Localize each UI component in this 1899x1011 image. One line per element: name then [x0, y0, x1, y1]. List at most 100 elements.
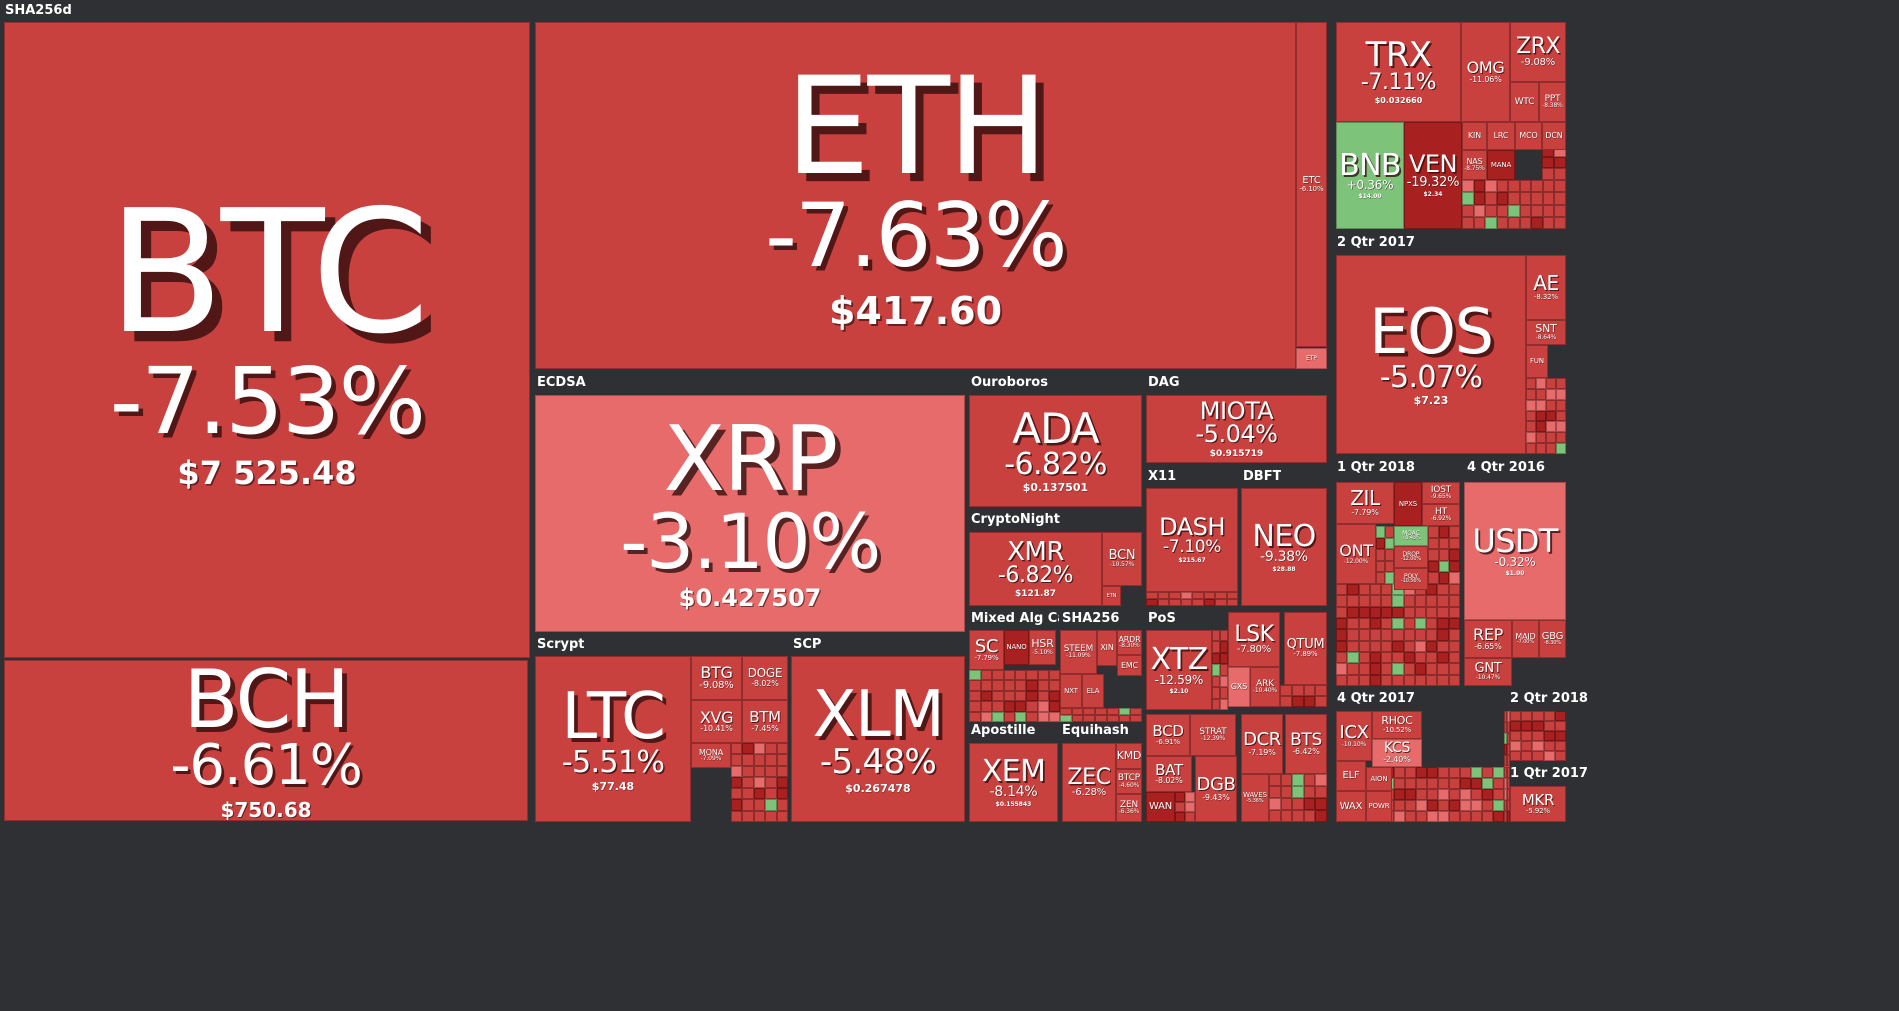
small-coin-tile[interactable] [1226, 592, 1238, 599]
small-coin-tile[interactable] [1543, 711, 1555, 721]
small-coin-tile[interactable] [1542, 156, 1554, 169]
small-coin-tile[interactable] [1496, 204, 1509, 217]
small-coin-tile[interactable] [1536, 399, 1546, 411]
small-coin-tile[interactable] [1485, 192, 1497, 205]
small-coin-tile[interactable] [1449, 560, 1460, 573]
small-coin-tile[interactable] [1437, 629, 1449, 641]
small-coin-tile[interactable] [1026, 680, 1038, 691]
small-coin-tile[interactable] [1280, 774, 1293, 786]
small-coin-tile[interactable] [1414, 606, 1427, 618]
small-coin-tile[interactable] [765, 743, 777, 755]
small-coin-tile[interactable] [1180, 599, 1192, 606]
small-coin-tile[interactable] [1392, 629, 1404, 641]
small-coin-tile[interactable] [1507, 766, 1510, 778]
coin-tile-eth[interactable]: ETH -7.63% $417.60 [535, 22, 1296, 369]
small-coin-tile[interactable] [1358, 595, 1370, 607]
small-coin-tile[interactable] [1426, 595, 1438, 607]
small-coin-tile[interactable] [1556, 399, 1566, 411]
small-coin-tile[interactable] [1315, 810, 1327, 822]
small-coin-tile[interactable] [1554, 180, 1566, 193]
small-coin-tile[interactable] [742, 776, 754, 789]
small-coin-tile[interactable] [1015, 690, 1027, 702]
small-coin-tile[interactable] [765, 788, 777, 800]
small-coin-tile[interactable] [1403, 663, 1415, 675]
small-coin-tile[interactable] [1269, 786, 1281, 798]
small-coin-tile[interactable] [1369, 652, 1382, 664]
coin-tile-bat[interactable]: BAT -8.02% [1146, 756, 1192, 792]
coin-tile-waves[interactable]: WAVES -5.36% [1241, 774, 1269, 822]
coin-tile-zec[interactable]: ZEC -6.28% [1062, 743, 1116, 822]
small-coin-tile[interactable] [1543, 741, 1555, 751]
coin-tile-elf[interactable]: ELF [1336, 761, 1366, 791]
coin-tile-gxs[interactable]: GXS [1228, 667, 1250, 707]
coin-tile-rhoc[interactable]: RHOC -10.52% [1372, 711, 1422, 739]
coin-tile-poly[interactable]: POLY -10.56% [1394, 568, 1428, 590]
small-coin-tile[interactable] [1358, 629, 1370, 641]
small-coin-tile[interactable] [1536, 378, 1546, 389]
small-coin-tile[interactable] [1392, 618, 1404, 630]
coin-tile-dgb[interactable]: DGB -9.43% [1195, 756, 1237, 822]
small-coin-tile[interactable] [1303, 696, 1316, 707]
coin-tile-qtum[interactable]: QTUM -7.89% [1284, 612, 1327, 685]
small-coin-tile[interactable] [1460, 789, 1471, 800]
small-coin-tile[interactable] [1369, 674, 1382, 686]
small-coin-tile[interactable] [753, 799, 766, 811]
small-coin-tile[interactable] [1414, 595, 1427, 607]
small-coin-tile[interactable] [1416, 811, 1427, 822]
small-coin-tile[interactable] [1381, 606, 1393, 618]
small-coin-tile[interactable] [1532, 731, 1544, 741]
small-coin-tile[interactable] [1510, 741, 1522, 751]
small-coin-tile[interactable] [1554, 711, 1566, 721]
small-coin-tile[interactable] [1315, 774, 1327, 786]
small-coin-tile[interactable] [731, 776, 743, 789]
small-coin-tile[interactable] [1392, 663, 1404, 675]
small-coin-tile[interactable] [1426, 606, 1438, 618]
small-coin-tile[interactable] [1448, 629, 1460, 641]
small-coin-tile[interactable] [1376, 537, 1385, 550]
small-coin-tile[interactable] [980, 680, 993, 691]
small-coin-tile[interactable] [980, 690, 993, 702]
small-coin-tile[interactable] [1095, 715, 1107, 722]
small-coin-tile[interactable] [992, 680, 1004, 691]
small-coin-tile[interactable] [1526, 410, 1536, 422]
small-coin-tile[interactable] [753, 754, 766, 766]
small-coin-tile[interactable] [1004, 701, 1016, 712]
small-coin-tile[interactable] [1428, 549, 1439, 561]
coin-tile-aion[interactable]: AION [1366, 767, 1392, 791]
small-coin-tile[interactable] [731, 754, 743, 766]
coin-tile-ark[interactable]: ARK -10.40% [1250, 667, 1280, 707]
small-coin-tile[interactable] [1280, 786, 1293, 798]
small-coin-tile[interactable] [1504, 799, 1507, 811]
coin-tile-usdt[interactable]: USDT -0.32% $1.00 [1464, 482, 1566, 620]
coin-tile-mco[interactable]: MCO [1515, 122, 1542, 150]
small-coin-tile[interactable] [1037, 680, 1049, 691]
coin-tile-ven[interactable]: VEN -19.32% $2.34 [1404, 122, 1462, 229]
coin-tile-maid[interactable]: MAID -7.00% [1512, 620, 1539, 658]
small-coin-tile[interactable] [1358, 584, 1370, 596]
small-coin-tile[interactable] [1556, 410, 1566, 422]
small-coin-tile[interactable] [969, 701, 981, 712]
coin-tile-nano[interactable]: NANO [1004, 630, 1029, 665]
small-coin-tile[interactable] [1071, 715, 1084, 722]
small-coin-tile[interactable] [1449, 767, 1460, 778]
small-coin-tile[interactable] [1519, 204, 1532, 217]
small-coin-tile[interactable] [1220, 664, 1228, 676]
small-coin-tile[interactable] [1405, 789, 1416, 800]
small-coin-tile[interactable] [1449, 537, 1460, 550]
coin-tile-zen[interactable]: ZEN -6.36% [1116, 794, 1142, 822]
small-coin-tile[interactable] [1048, 690, 1060, 702]
small-coin-tile[interactable] [1381, 584, 1393, 596]
small-coin-tile[interactable] [1336, 640, 1348, 652]
small-coin-tile[interactable] [1381, 629, 1393, 641]
small-coin-tile[interactable] [1185, 792, 1195, 802]
small-coin-tile[interactable] [1212, 698, 1220, 710]
small-coin-tile[interactable] [1507, 777, 1510, 789]
coin-tile-wan[interactable]: WAN [1146, 792, 1175, 822]
coin-tile-lrc[interactable]: LRC [1487, 122, 1515, 150]
small-coin-tile[interactable] [1426, 618, 1438, 630]
small-coin-tile[interactable] [1521, 741, 1533, 751]
small-coin-tile[interactable] [1556, 378, 1566, 389]
small-coin-tile[interactable] [1004, 680, 1016, 691]
small-coin-tile[interactable] [1536, 443, 1546, 454]
small-coin-tile[interactable] [1203, 599, 1215, 606]
